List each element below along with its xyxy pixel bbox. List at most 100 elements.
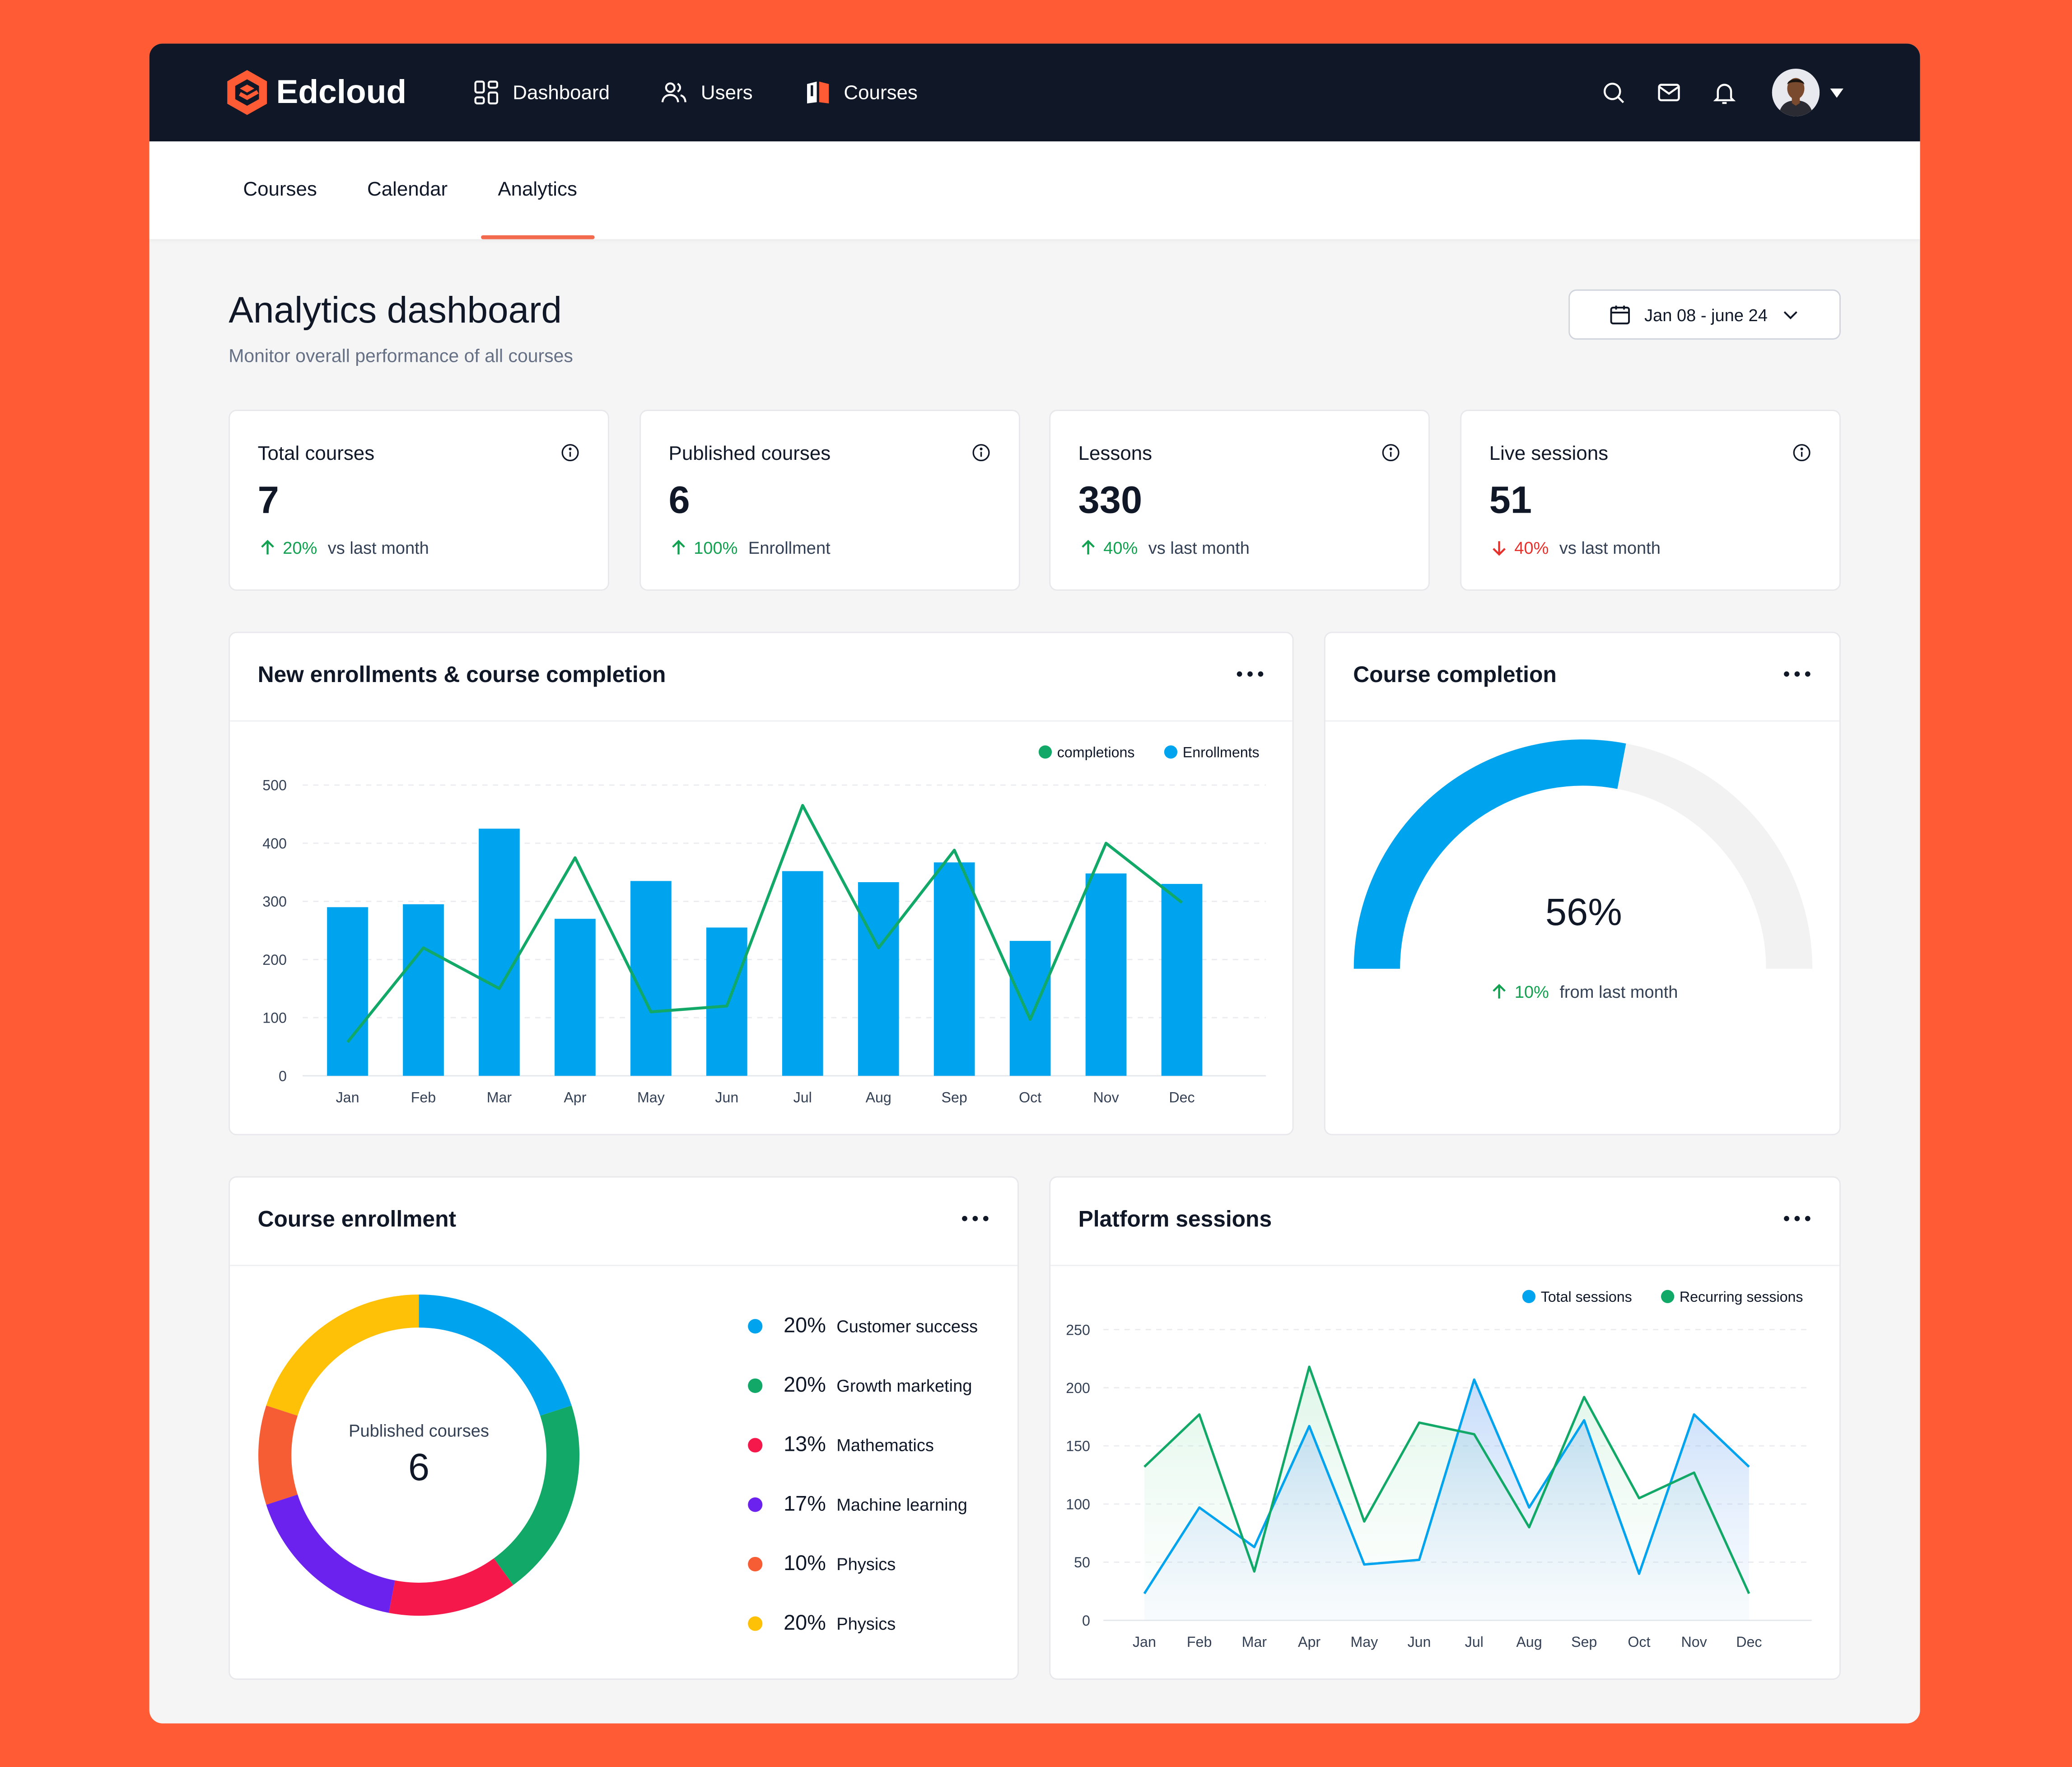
legend-label: Recurring sessions: [1680, 1289, 1803, 1305]
legend-dot: [748, 1438, 763, 1453]
legend-label: completions: [1057, 744, 1135, 761]
bar-nov: [1085, 873, 1127, 1076]
legend-label: Mathematics: [836, 1435, 934, 1455]
donut-slice: [266, 1295, 420, 1416]
nav-courses[interactable]: Courses: [803, 78, 918, 107]
x-tick-label: Jan: [1133, 1634, 1156, 1650]
x-tick-label: Nov: [1093, 1089, 1119, 1105]
legend-item: 13% Mathematics: [748, 1416, 978, 1475]
legend-pct: 13%: [784, 1433, 826, 1456]
nav-dashboard[interactable]: Dashboard: [472, 78, 610, 107]
y-tick-label: 0: [279, 1068, 287, 1084]
y-tick-label: 500: [262, 777, 287, 794]
card-title: Platform sessions: [1078, 1206, 1272, 1232]
more-options-icon[interactable]: [1237, 665, 1264, 683]
user-avatar-icon: [1772, 69, 1820, 117]
y-tick-label: 300: [262, 893, 287, 910]
stat-value: 51: [1489, 480, 1532, 522]
legend-label: Machine learning: [836, 1495, 967, 1515]
stat-change-value: 40%: [1103, 538, 1138, 558]
x-tick-label: May: [1350, 1634, 1378, 1650]
tab-calendar[interactable]: Calendar: [367, 178, 448, 201]
legend-item: 20% Customer success: [748, 1296, 978, 1356]
mail-icon[interactable]: [1656, 79, 1682, 106]
x-tick-label: Feb: [411, 1089, 436, 1105]
bar-feb: [403, 904, 444, 1076]
bar-mar: [479, 828, 520, 1076]
stat-card-live-sessions: Live sessions 51 40% vs last month: [1460, 410, 1841, 591]
legend-dot: [748, 1557, 763, 1572]
x-tick-label: Jul: [793, 1089, 812, 1105]
info-icon[interactable]: [1792, 443, 1812, 463]
x-tick-label: Feb: [1187, 1634, 1212, 1650]
stat-label: Lessons: [1078, 443, 1153, 465]
avatar: [1772, 69, 1820, 117]
x-tick-label: Jul: [1465, 1634, 1484, 1650]
card-title: New enrollments & course completion: [257, 662, 666, 687]
legend-label: Growth marketing: [836, 1375, 972, 1396]
legend-dot: [1522, 1290, 1536, 1304]
nav-courses-label: Courses: [844, 81, 918, 104]
stat-change-value: 20%: [283, 538, 317, 558]
legend-label: Total sessions: [1541, 1289, 1632, 1305]
stat-value: 330: [1078, 480, 1143, 522]
arrow-up-icon: [1493, 984, 1506, 999]
legend-dot: [748, 1378, 763, 1393]
chevron-down-icon: [1783, 311, 1797, 319]
legend-pct: 20%: [784, 1314, 826, 1337]
legend-label: Enrollments: [1183, 744, 1260, 761]
completion-value: 56%: [1545, 892, 1622, 935]
legend-label: Physics: [836, 1613, 896, 1634]
x-tick-label: Dec: [1736, 1634, 1762, 1650]
x-tick-label: Aug: [866, 1089, 891, 1105]
y-tick-label: 150: [1066, 1438, 1090, 1454]
enrollments-chart-card: New enrollments & course completion 0 100…: [229, 631, 1294, 1136]
nav-users[interactable]: Users: [660, 78, 753, 107]
page-title: Analytics dashboard: [229, 289, 562, 331]
arrow-up-icon: [672, 540, 685, 555]
search-icon[interactable]: [1600, 79, 1627, 106]
more-options-icon[interactable]: [1784, 1209, 1811, 1228]
y-tick-label: 200: [1066, 1380, 1090, 1396]
brand[interactable]: Edcloud: [226, 67, 406, 117]
legend-item: 20% Growth marketing: [748, 1356, 978, 1416]
donut-slice: [266, 1494, 396, 1613]
y-tick-label: 250: [1066, 1322, 1090, 1338]
y-tick-label: 400: [262, 835, 287, 851]
tab-analytics[interactable]: Analytics: [481, 141, 595, 239]
info-icon[interactable]: [971, 443, 991, 463]
user-menu[interactable]: [1772, 69, 1843, 117]
stat-change: 20% vs last month: [258, 538, 429, 558]
legend-label: Customer success: [836, 1316, 978, 1337]
more-options-icon[interactable]: [1784, 665, 1811, 683]
donut-center-label: Published courses: [349, 1421, 489, 1441]
course-enrollment-card: Course enrollment Published courses 6 20…: [229, 1176, 1019, 1680]
chevron-down-icon: [1830, 88, 1843, 98]
y-tick-label: 100: [1066, 1496, 1090, 1512]
info-icon[interactable]: [1381, 443, 1401, 463]
completion-change-value: 10%: [1514, 982, 1549, 1002]
legend-dot: [748, 1616, 763, 1631]
arrow-up-icon: [1082, 540, 1095, 555]
total-sessions-area: [1144, 1379, 1749, 1621]
legend-dot: [748, 1319, 763, 1334]
tab-courses[interactable]: Courses: [243, 178, 317, 201]
legend-item: 20% Physics: [748, 1594, 978, 1654]
bar-may: [630, 881, 672, 1076]
completion-gauge: [1353, 739, 1813, 969]
enrollments-chart: 0 100 200 300 400 500 Jan Feb Mar Apr May Jun Jul Aug…: [262, 744, 1266, 1105]
legend-pct: 17%: [784, 1492, 826, 1515]
legend-item: 17% Machine learning: [748, 1475, 978, 1534]
dashboard-grid-icon: [474, 80, 499, 105]
stat-value: 6: [668, 480, 690, 522]
date-range-picker[interactable]: Jan 08 - june 24: [1568, 289, 1841, 340]
more-options-icon[interactable]: [962, 1209, 989, 1228]
x-tick-label: Jun: [715, 1089, 738, 1105]
info-icon[interactable]: [560, 443, 580, 463]
legend-dot: [748, 1497, 763, 1512]
legend-pct: 10%: [784, 1552, 826, 1575]
stat-change-note: Enrollment: [748, 538, 831, 558]
arrow-down-icon: [1493, 541, 1506, 556]
bell-icon[interactable]: [1711, 79, 1738, 106]
bar-sep: [933, 862, 975, 1076]
